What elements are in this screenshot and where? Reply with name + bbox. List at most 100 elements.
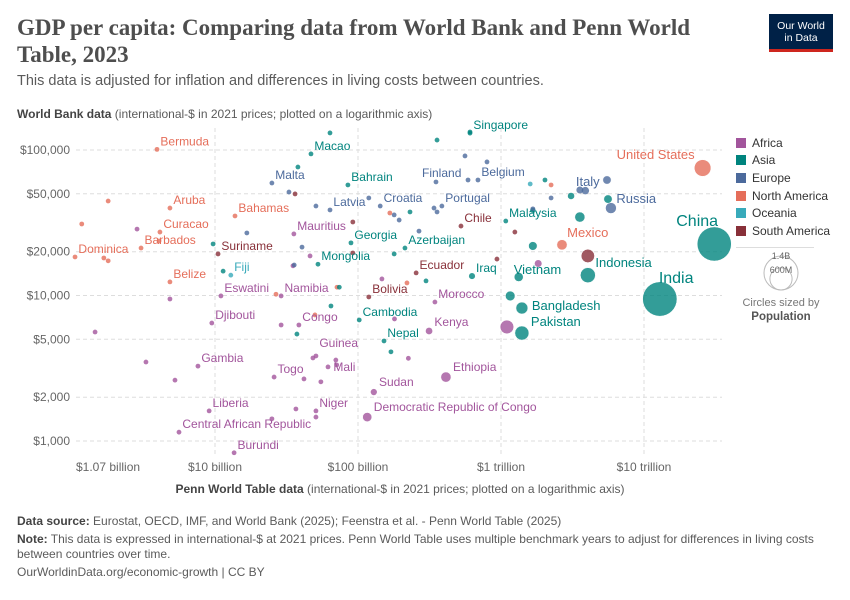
legend-item-north-america[interactable]: North America [736,187,830,205]
data-point [244,230,250,236]
size-note-text: Circles sized by [742,297,820,309]
data-point [581,186,590,195]
legend-item-africa[interactable]: Africa [736,134,830,152]
data-point [210,241,216,247]
data-point [294,331,300,337]
point-label: Mauritius [297,219,346,233]
legend-swatch [736,208,746,219]
size-variable: Population [751,311,811,323]
data-point [396,217,402,223]
point-label: Vietnam [514,262,561,277]
data-point [362,412,373,422]
data-point [605,202,617,214]
legend-swatch [736,155,746,166]
data-point [381,338,387,344]
data-point [195,363,201,369]
data-point [530,206,536,212]
y-tick-label: $5,000 [33,332,70,346]
legend-label: Asia [752,153,776,168]
data-point [296,322,302,328]
source-text: Eurostat, OECD, IMF, and World Bank (202… [89,514,562,528]
data-point [433,179,439,185]
point-label: Malta [275,168,305,182]
point-label: Italy [576,174,600,189]
point-label: Belize [173,267,206,281]
data-point [350,250,356,256]
size-legend-circle-small [769,267,793,291]
y-tick-label: $1,000 [33,434,70,448]
point-label: Bahamas [238,201,289,215]
y-tick-label: $2,000 [33,390,70,404]
legend-item-south-america[interactable]: South America [736,222,830,240]
data-point [467,129,473,135]
point-label: Morocco [438,287,484,301]
data-point [465,177,471,183]
source-url[interactable]: OurWorldinData.org/economic-growth | CC … [17,565,265,579]
data-point [228,272,234,278]
data-point [387,210,393,216]
legend-label: North America [752,188,829,203]
data-point [379,276,385,282]
point-labels: United States China India Indonesia Russia It… [78,118,718,452]
legend-item-asia[interactable]: Asia [736,152,830,170]
point-label: China [676,213,718,230]
data-point [468,273,476,280]
data-point [391,251,397,257]
data-point [172,377,178,383]
point-label: Djibouti [215,308,255,322]
data-point [580,249,595,263]
point-label: Aruba [173,193,205,207]
data-point [494,256,500,262]
point-label: Bolivia [372,282,408,296]
data-point [405,355,411,361]
point-label: Belgium [481,165,524,179]
y-axis-label-bold: World Bank data [17,107,112,121]
data-point [327,207,333,213]
data-point [232,213,238,219]
size-legend-small-label: 600M [770,265,793,275]
footer: Data source: Eurostat, OECD, IMF, and Wo… [17,514,817,583]
data-point [167,279,173,285]
data-point [301,376,307,382]
x-tick-label: $10 billion [188,460,242,474]
data-point [515,301,529,315]
point-label: Finland [422,166,461,180]
data-point [580,267,596,283]
point-label: Georgia [354,228,397,242]
point-label: Fiji [234,260,249,274]
data-point [484,159,490,165]
data-point [327,130,333,136]
point-label: Suriname [221,239,273,253]
y-tick-label: $10,000 [27,289,71,303]
point-label: Croatia [384,191,423,205]
x-tick-label: $10 trillion [617,460,672,474]
data-point [416,228,422,234]
owid-logo[interactable]: Our World in Data [769,14,833,52]
data-point [514,325,530,341]
data-point [434,209,440,215]
axis-ticks: $100,000 $50,000 $20,000 $10,000 $5,000 $2,00… [20,143,671,474]
data-point [348,240,354,246]
x-tick-label: $100 billion [328,460,389,474]
point-label: Latvia [333,195,365,209]
x-axis-label-bold: Penn World Table data [175,482,304,496]
data-point [176,429,182,435]
data-point [696,226,732,262]
data-point [534,259,542,267]
point-label: United States [617,147,696,162]
legend-item-oceania[interactable]: Oceania [736,204,830,222]
x-tick-label: $1.07 billion [76,460,140,474]
size-legend: 1.4B 600M [763,251,799,291]
data-point [218,293,224,299]
data-point [542,177,548,183]
data-point [407,209,413,215]
legend-item-europe[interactable]: Europe [736,169,830,187]
point-label: Namibia [285,281,329,295]
point-label: Macao [314,139,350,153]
note-text: This data is expressed in international-… [17,532,814,561]
legend-swatch [736,225,746,236]
data-point [105,198,111,204]
data-point [307,253,313,259]
data-point [334,362,340,368]
data-point [269,180,275,186]
